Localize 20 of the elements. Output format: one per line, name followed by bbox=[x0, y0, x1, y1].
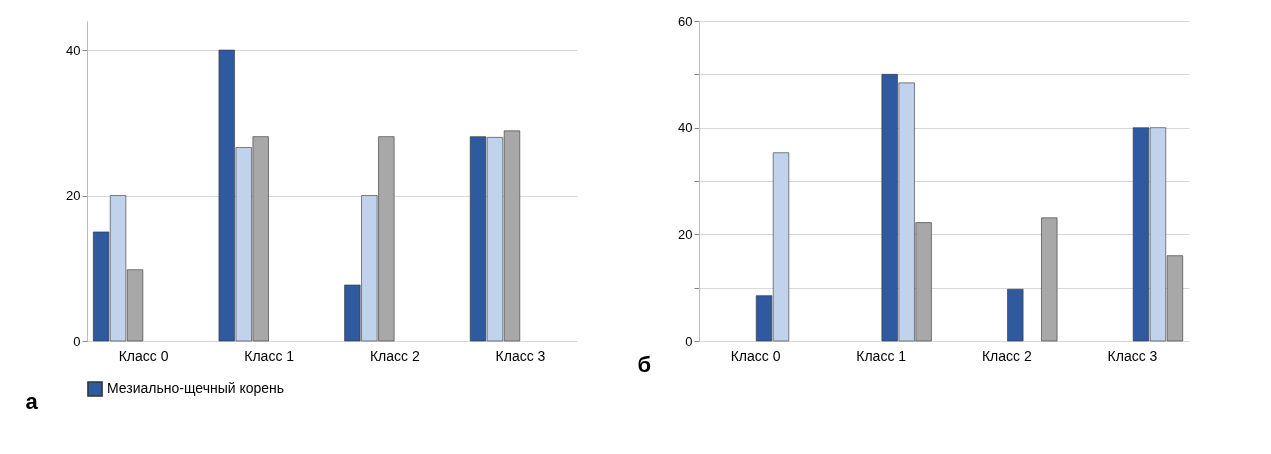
text: а bbox=[25, 389, 39, 414]
x-tick-label: Класс 2 bbox=[981, 347, 1032, 364]
bar bbox=[1007, 288, 1024, 342]
bar bbox=[1041, 217, 1058, 342]
text: б bbox=[637, 352, 652, 377]
x-tick-label: Класс 3 bbox=[1107, 347, 1158, 364]
y-tick-label: 40 bbox=[66, 42, 81, 58]
y-tick-label: 0 bbox=[73, 333, 81, 349]
y-tick-label: 0 bbox=[685, 333, 693, 349]
x-tick-label: Класс 3 bbox=[495, 347, 546, 364]
y-tick-label: 20 bbox=[678, 226, 693, 242]
y-tick-label: 60 bbox=[678, 13, 693, 29]
x-tick-label: Класс 1 bbox=[244, 347, 295, 364]
x-tick-label: Класс 2 bbox=[369, 347, 420, 364]
x-tick-label: Класс 0 bbox=[730, 347, 781, 364]
y-tick-label: 40 bbox=[678, 120, 693, 136]
y-tick-label: 20 bbox=[66, 188, 81, 204]
x-tick-label: Класс 0 bbox=[118, 347, 169, 364]
legend-label: Мезиально-щечный корень bbox=[107, 380, 285, 396]
x-tick-label: Класс 1 bbox=[856, 347, 907, 364]
